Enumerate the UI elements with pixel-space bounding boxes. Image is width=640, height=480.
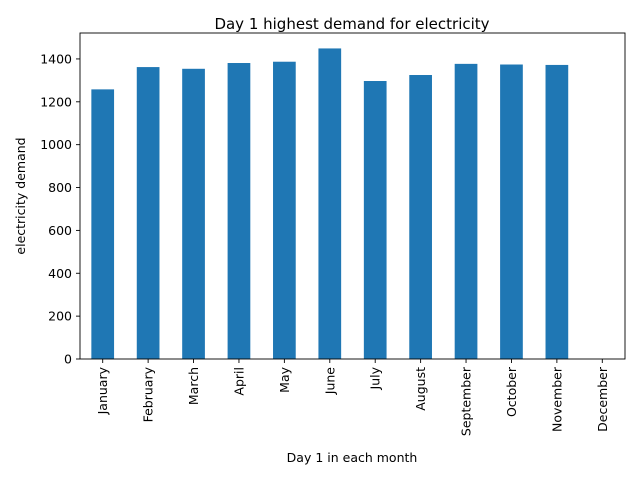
x-tick-label: March (186, 367, 201, 405)
bar-february (136, 67, 160, 360)
x-tick-label: October (504, 366, 519, 417)
y-tick-label: 1400 (40, 51, 72, 66)
bar-october (500, 64, 523, 360)
y-tick-label: 600 (48, 223, 72, 238)
y-axis-label: electricity demand (13, 137, 28, 254)
bar-november (545, 64, 569, 359)
bar-june (318, 48, 342, 360)
x-axis-label: Day 1 in each month (287, 450, 418, 465)
bar-september (454, 63, 478, 360)
x-tick-label: June (322, 367, 337, 396)
bar-july (363, 81, 387, 359)
bar-august (409, 75, 432, 359)
chart-title: Day 1 highest demand for electricity (214, 15, 489, 33)
y-tick-label: 400 (48, 266, 72, 281)
y-tick-label: 1000 (40, 137, 72, 152)
bar-may (273, 61, 296, 359)
bars-group (91, 48, 569, 360)
bar-january (91, 89, 115, 359)
x-tick-label: August (413, 367, 428, 411)
x-tick-label: December (595, 366, 610, 432)
x-tick-label: February (141, 366, 156, 422)
x-axis: January February March April May June July Augu… (95, 359, 610, 436)
bar-march (182, 68, 205, 360)
bar-april (227, 63, 251, 360)
x-tick-label: May (277, 366, 292, 392)
y-tick-label: 800 (48, 180, 72, 195)
y-tick-label: 1200 (40, 94, 72, 109)
y-tick-label: 200 (48, 309, 72, 324)
x-tick-label: January (95, 366, 110, 415)
plot-frame (79, 32, 626, 360)
y-tick-label: 0 (64, 352, 72, 367)
x-tick-label: April (231, 367, 246, 396)
x-tick-label: November (549, 366, 564, 432)
y-axis: 0 200 400 600 800 1000 1200 1400 (40, 51, 80, 367)
x-tick-label: September (459, 366, 474, 436)
x-tick-label: July (368, 366, 383, 390)
